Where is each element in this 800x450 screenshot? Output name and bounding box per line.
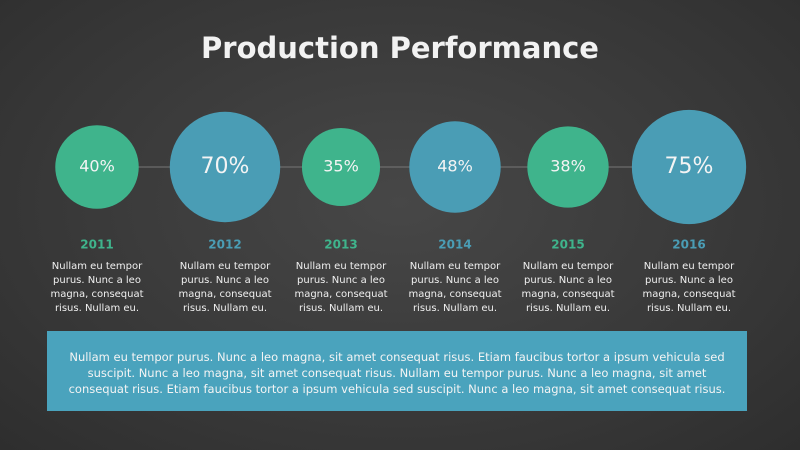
chart-title: Production Performance (201, 31, 599, 65)
year-label: 2012 (208, 238, 241, 252)
note-box: Nullam eu tempor purus. Nunc a leo magna… (47, 331, 747, 411)
value-label: 70% (201, 154, 250, 179)
description: Nullam eu tempor purus. Nunc a leo magna… (178, 261, 272, 314)
value-label: 48% (437, 157, 473, 176)
value-label: 35% (323, 157, 359, 176)
description: Nullam eu tempor purus. Nunc a leo magna… (294, 261, 388, 314)
bubble (631, 109, 747, 225)
bubble (527, 126, 609, 208)
bubble (301, 127, 381, 207)
value-label: 40% (79, 157, 115, 176)
bubble (55, 125, 139, 209)
value-label: 38% (550, 157, 586, 176)
year-label: 2016 (672, 238, 705, 252)
description: Nullam eu tempor purus. Nunc a leo magna… (408, 261, 502, 314)
year-label: 2011 (80, 238, 113, 252)
year-label: 2014 (438, 238, 471, 252)
year-label: 2015 (551, 238, 584, 252)
description: Nullam eu tempor purus. Nunc a leo magna… (642, 261, 736, 314)
description: Nullam eu tempor purus. Nunc a leo magna… (521, 261, 615, 314)
bubble (169, 111, 281, 223)
value-label: 75% (665, 154, 714, 179)
description: Nullam eu tempor purus. Nunc a leo magna… (50, 261, 144, 314)
bubble (409, 121, 501, 213)
year-label: 2013 (324, 238, 357, 252)
